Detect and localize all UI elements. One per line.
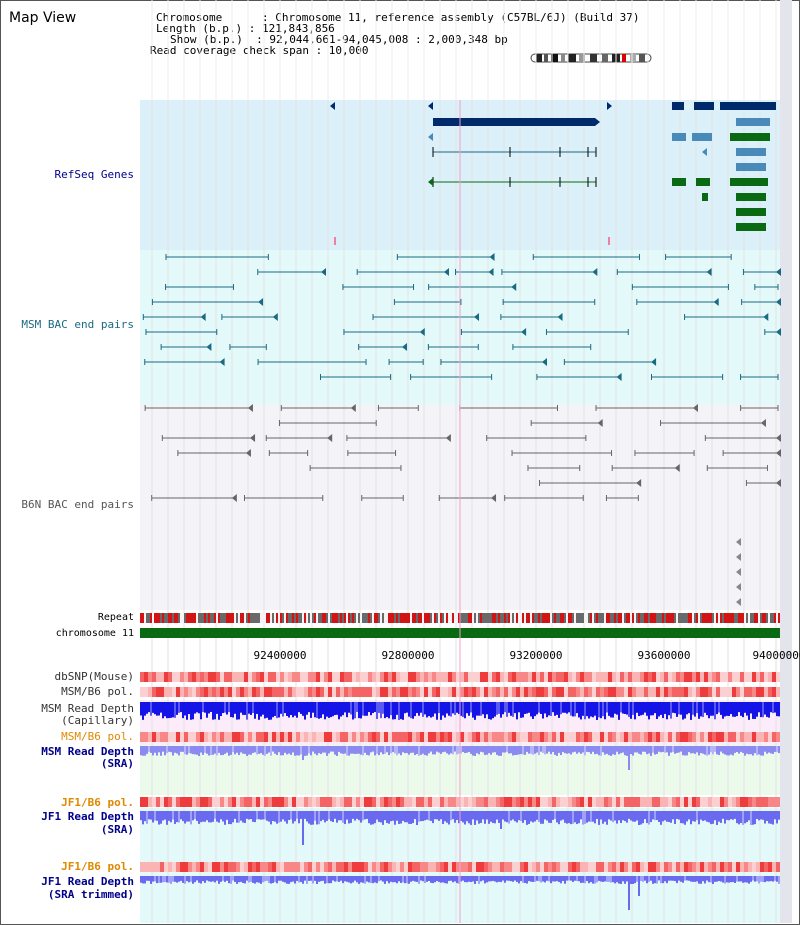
track-label-b6n-bac[interactable]: B6N BAC end pairs bbox=[21, 498, 134, 511]
track-label-dbsnp: dbSNP(Mouse) bbox=[54, 670, 134, 683]
track-label-msm-depth-sra: MSM Read Depth bbox=[41, 745, 134, 758]
info-length: Length (b.p.) : 121,843,856 bbox=[156, 22, 335, 35]
track-label-msm-depth-sra-sub: (SRA) bbox=[100, 757, 134, 770]
track-label-jf1-depth: JF1 Read Depth bbox=[41, 810, 134, 823]
track-label-msm-depth-cap: MSM Read Depth bbox=[41, 702, 134, 715]
track-label-msm-b6-pol: MSM/B6 pol. bbox=[61, 685, 134, 698]
track-label-jf1-depth-sub: (SRA) bbox=[100, 823, 134, 836]
track-label-refseq[interactable]: RefSeq Genes bbox=[54, 168, 134, 181]
right-scroll-gutter[interactable] bbox=[780, 0, 792, 923]
info-show-range: Show (b.p.) : 92,044,661-94,045,008 : 2,… bbox=[170, 33, 508, 46]
msm-sra-track-bg bbox=[140, 745, 780, 795]
track-label-jf1-b6-pol-2: JF1/B6 pol. bbox=[61, 860, 134, 873]
page-title: Map View bbox=[9, 10, 77, 26]
track-label-chromosome: chromosome 11 bbox=[55, 628, 134, 639]
track-label-msm-bac[interactable]: MSM BAC end pairs bbox=[21, 318, 134, 331]
chromosome-ideogram[interactable] bbox=[530, 53, 652, 63]
track-label-msm-b6-pol-2: MSM/B6 pol. bbox=[61, 730, 134, 743]
track-label-jf1-b6-pol: JF1/B6 pol. bbox=[61, 796, 134, 809]
refseq-track-bg bbox=[140, 100, 780, 250]
info-chromosome: Chromosome : Chromosome 11, reference as… bbox=[156, 11, 640, 24]
track-label-msm-depth-cap-sub: (Capillary) bbox=[61, 714, 134, 727]
track-label-jf1-trim-sub: (SRA trimmed) bbox=[47, 888, 134, 901]
msm-bac-track-bg bbox=[140, 250, 780, 405]
track-label-jf1-trim: JF1 Read Depth bbox=[41, 875, 134, 888]
track-label-repeat: Repeat bbox=[97, 612, 134, 623]
jf1-track-bg bbox=[140, 808, 780, 923]
b6n-bac-track-bg bbox=[140, 405, 780, 610]
info-coverage-span: Read coverage check span : 10,000 bbox=[150, 44, 369, 57]
